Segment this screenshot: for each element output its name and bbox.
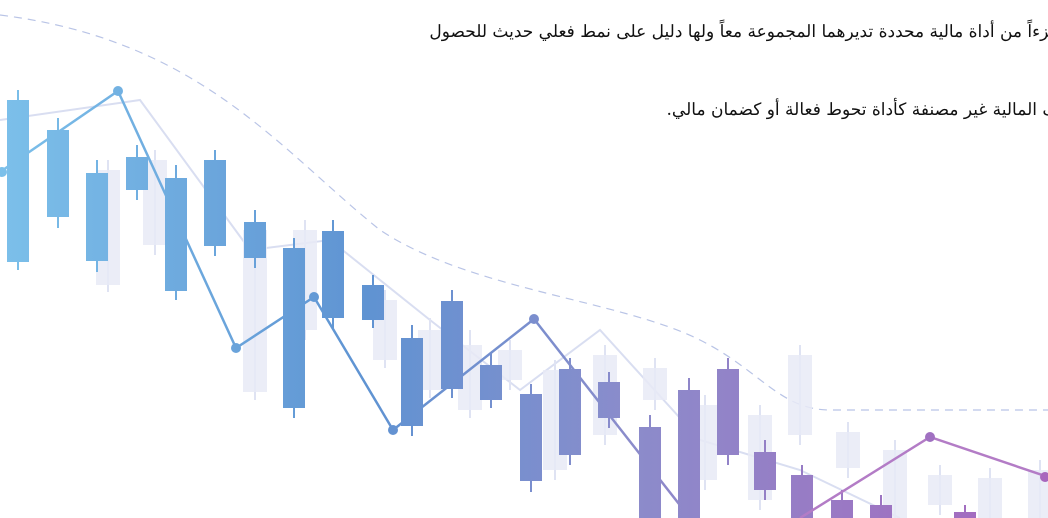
candle-body (7, 100, 29, 262)
candle-body (639, 427, 661, 518)
trend-line (0, 89, 691, 518)
candle-body (204, 160, 226, 246)
candle-body (244, 222, 266, 258)
candle-body (126, 157, 148, 190)
candle-body (754, 452, 776, 490)
candle-body (559, 369, 581, 455)
candle-body (643, 368, 667, 400)
candle-body (520, 394, 542, 481)
candles (7, 90, 976, 518)
candle-body (791, 475, 813, 518)
candle-body (954, 512, 976, 518)
text-line: جزءاً من أداة مالية محددة تديرهما المجمو… (429, 22, 1048, 42)
candle-body (717, 369, 739, 455)
candle-body (441, 301, 463, 389)
candle-body (870, 505, 892, 518)
candle-body (928, 475, 952, 505)
candle-body (283, 248, 305, 408)
candle-body (788, 355, 812, 435)
dashed-trend (0, 14, 1048, 411)
candle-body (598, 382, 620, 418)
candle-body (362, 285, 384, 320)
candle-body (1028, 470, 1048, 518)
candle-body (401, 338, 423, 426)
candle-body (978, 478, 1002, 518)
candle-body (322, 231, 344, 318)
faded-candles (96, 150, 1048, 518)
candle-body (836, 432, 860, 468)
candle-body (831, 500, 853, 518)
candle-body (86, 173, 108, 261)
candle-body (47, 130, 69, 217)
candle-body (480, 365, 502, 400)
candle-body (678, 390, 700, 518)
text-line: ف المالية غير مصنفة كأداة تحوط فعالة أو … (666, 100, 1048, 120)
trend-points (0, 86, 1048, 482)
